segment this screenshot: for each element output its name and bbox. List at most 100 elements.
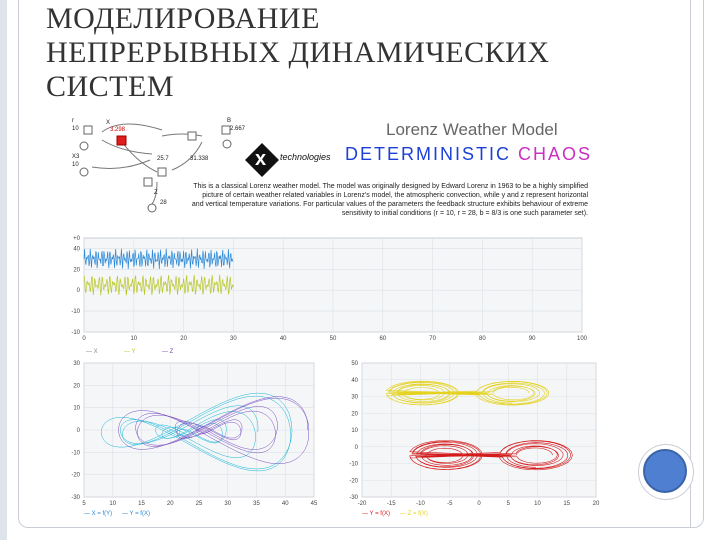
legend-entry: — Y = f(X) [122,511,150,517]
y-tick-label: 10 [351,428,358,434]
x-tick-label: 35 [253,501,260,507]
time-series-chart: 0 10 20 30 40 50 60 70 80 90 100 40 20 0 -10 -10 +0— X — … [62,232,590,357]
x-tick-label: -20 [358,501,367,507]
node-label: r [72,118,74,124]
x-tick-label: 80 [479,336,486,342]
x-tick-label: 70 [429,336,436,342]
subtitle-chaos: CHAOS [518,144,593,164]
node-value: 10 [72,162,79,168]
node-label: B [227,118,231,124]
stock-node [157,167,167,177]
series-line-y [83,248,234,270]
legend-entry: — Z [162,349,174,355]
decor-circle [643,449,687,493]
node-value: 28 [160,200,167,206]
x-tick-label: 30 [224,501,231,507]
phase-curve-x [101,392,293,472]
x-tick-label: -10 [416,501,425,507]
aux-node [222,139,232,149]
flow-arrow [121,141,158,173]
y-tick-label: 40 [351,378,358,384]
stock-node [187,131,197,141]
legend-entry: — X [86,349,98,355]
phase-curve-yellow [385,380,550,406]
model-heading: Lorenz Weather Model [386,120,558,139]
node-label: X [106,120,110,126]
y-tick-label: 10 [73,406,80,412]
x-tick-label: 40 [282,501,289,507]
x-tick-label: 100 [577,336,588,342]
node-label: Z [154,190,158,196]
flow-arrow [151,181,158,205]
phase-xy-svg: 5 10 15 20 25 30 35 40 45 30 20 10 0 -10 -20 -30 — X = f… [71,361,318,517]
phase-chart-butterfly: -20 -15 -10 -5 0 5 10 15 20 50 40 30 20 10 0 -10 -20 -30—… [338,357,602,519]
right-rule [690,0,691,528]
x-tick-label: -15 [387,501,396,507]
flow-arrow [91,159,151,169]
y-tick-label: 20 [73,267,80,273]
model-screenshot: r 10 X 3.298 B 2.667 X3 10 25.7 31.338 Z… [62,112,602,522]
node-label: X3 [72,154,80,160]
stock-flow-diagram: r 10 X 3.298 B 2.667 X3 10 25.7 31.338 Z… [72,118,246,213]
title-line-1: МОДЕЛИРОВАНИЕ [46,2,320,35]
x-tick-label: 50 [330,336,337,342]
x-tick-label: 30 [230,336,237,342]
aux-node [79,141,89,151]
x-tick-label: 90 [529,336,536,342]
x-tick-label: 60 [379,336,386,342]
subtitle-deterministic: DETERMINISTIC [345,144,512,164]
model-subtitle: DETERMINISTIC CHAOS [345,144,592,165]
y-tick-label: 20 [73,383,80,389]
node-value: 31.338 [190,156,209,162]
stock-node-x [116,135,127,146]
x-tick-label: 45 [311,501,318,507]
phase-curve-red [409,440,573,471]
slide-frame [18,0,704,528]
company-logo: x technologies [245,140,331,180]
stock-node [83,125,93,135]
x-tick-label: 10 [130,336,137,342]
title-line-2: НЕПРЕРЫВНЫХ ДИНАМИЧЕСКИХ [46,36,550,69]
logo-x-glyph: x [255,148,267,170]
legend-entry: — X = f(Y) [84,511,112,517]
page-title: МОДЕЛИРОВАНИЕ НЕПРЕРЫВНЫХ ДИНАМИЧЕСКИХ С… [46,2,549,104]
y-tick-label: 30 [351,395,358,401]
x-tick-label: 20 [167,501,174,507]
x-tick-label: 15 [138,501,145,507]
title-line-3: СИСТЕМ [46,70,175,103]
legend-entry: — Z = f(X) [400,511,428,517]
y-tick-label: 30 [73,361,80,367]
node-value: 10 [72,126,79,132]
y-tick-label: -10 [349,462,358,468]
y-tick-label: -10 [71,309,80,315]
x-tick-label: 40 [280,336,287,342]
phase-chart-xy: 5 10 15 20 25 30 35 40 45 30 20 10 0 -10 -20 -30 — X = f… [62,357,320,519]
x-tick-label: 0 [82,336,86,342]
flow-arrow [101,123,163,133]
flow-arrow [161,133,203,137]
node-value: 3.298 [110,127,126,133]
y-tick-label: -30 [349,495,358,501]
flow-arrow [171,141,203,171]
phase-curve-y [118,396,309,464]
logo-text: technologies [280,152,331,162]
flow-arrow [101,139,153,155]
y-tick-label: -20 [349,478,358,484]
y-tick-label: +0 [73,236,81,242]
x-tick-label: 10 [109,501,116,507]
x-tick-label: -5 [447,501,453,507]
y-tick-label: 20 [351,411,358,417]
y-tick-label: 40 [73,246,80,252]
aux-node [147,203,157,213]
legend-entry: — Y [124,349,136,355]
x-tick-label: 10 [534,501,541,507]
x-tick-label: 20 [180,336,187,342]
y-tick-label: -20 [71,473,80,479]
y-tick-label: 0 [77,288,81,294]
y-tick-label: -10 [71,450,80,456]
y-tick-label: 50 [351,361,358,367]
x-tick-label: 5 [82,501,86,507]
left-accent-bar [0,0,7,540]
aux-node [79,167,89,177]
